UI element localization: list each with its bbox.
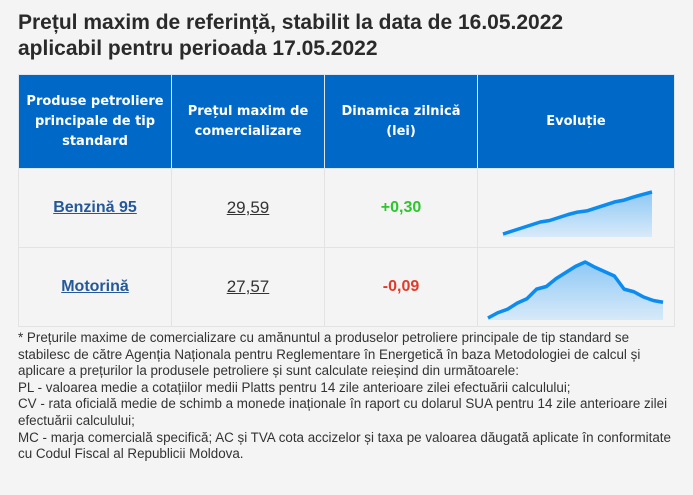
note: MC - marja comercială specifică; AC și T…: [18, 429, 671, 462]
note: PL - valoarea medie a cotațiilor medii P…: [18, 379, 571, 395]
daily-change: -0,09: [382, 278, 420, 295]
sparkline-area: [488, 262, 663, 320]
product-link-benzina[interactable]: Benzină 95: [53, 199, 137, 216]
sparkline-motorina: [487, 260, 664, 320]
header-evolution: Evoluție: [477, 74, 675, 169]
table-row: Motorină 27,57 -0,09: [18, 247, 675, 327]
prices-table: Produse petroliere principale de tip sta…: [18, 74, 675, 327]
table-row: Benzină 95 29,59 +0,30: [18, 168, 675, 248]
note: * Prețurile maxime de comercializare cu …: [18, 330, 641, 379]
price-value[interactable]: 27,57: [226, 277, 270, 296]
sparkline-benzina: [502, 190, 653, 237]
daily-change: +0,30: [380, 199, 422, 216]
page-title: Prețul maxim de referință, stabilit la d…: [18, 10, 678, 62]
footnotes: * Prețurile maxime de comercializare cu …: [18, 330, 678, 463]
header-price: Prețul maxim de comercializare: [171, 74, 325, 169]
title-line-2: aplicabil pentru perioada 17.05.2022: [18, 37, 378, 60]
sparkline-line: [487, 260, 664, 320]
title-line-1: Prețul maxim de referință, stabilit la d…: [18, 11, 564, 34]
price-value[interactable]: 29,59: [226, 198, 270, 217]
product-link-motorina[interactable]: Motorină: [61, 278, 129, 295]
note: CV - rata oficială medie de schimb a mon…: [18, 396, 668, 428]
header-product: Produse petroliere principale de tip sta…: [18, 74, 172, 169]
table-header: Produse petroliere principale de tip sta…: [18, 74, 675, 169]
sparkline-line: [502, 190, 653, 236]
header-change: Dinamica zilnică (lei): [324, 74, 478, 169]
